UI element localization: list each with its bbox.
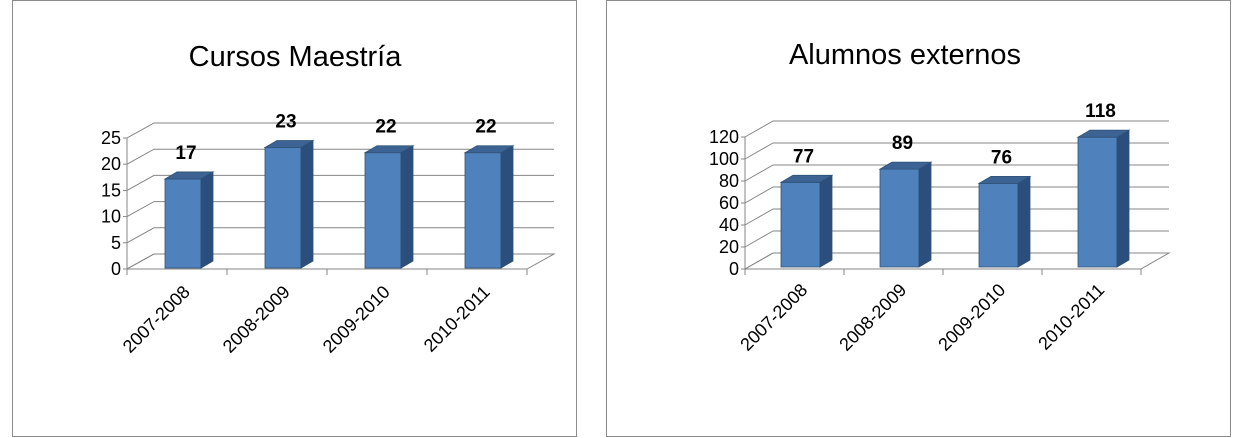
gridline [744,120,1169,138]
y-tick-label: 80 [719,171,739,191]
chart-panel-alumnos-externos: Alumnos externos 0 20 40 60 80 100 120 77 2007-2… [606,0,1231,437]
bar-side [819,174,833,268]
gridline [744,186,1169,204]
cursos-maestria-chart: Cursos Maestría 0 5 10 15 20 25 17 2007-2008 23 2… [101,41,556,357]
bar-top [363,145,415,154]
y-tick-label: 0 [111,259,121,279]
category-label: 2009-2010 [934,280,1009,355]
gridline [126,253,554,270]
gridline [126,201,554,218]
chart-title: Cursos Maestría [189,41,403,73]
y-tick-label: 20 [719,237,739,257]
gridline [744,208,1169,226]
chart-title: Alumnos externos [789,39,1021,71]
gridline [744,230,1169,248]
bar-top [263,140,315,148]
y-tick-label: 25 [101,128,121,148]
bar-2008-2009 [263,139,315,269]
bar-2007-2008 [163,171,215,269]
bar-top [779,174,834,183]
data-label: 118 [1085,101,1116,122]
data-label: 23 [275,111,296,132]
bar-2009-2010 [977,175,1032,268]
gridline [126,148,554,165]
bar-top [878,161,933,170]
gridlines [743,120,1171,270]
category-label: 2007-2008 [119,282,194,357]
bar-front [879,168,920,268]
bar-top [163,171,215,180]
gridline [126,174,554,191]
bar-2007-2008 [779,174,834,268]
bar-front [264,147,302,269]
category-label: 2007-2008 [736,280,811,355]
bar-front [364,152,402,269]
bar-top [977,175,1032,184]
data-label: 22 [475,117,496,138]
bar-front [780,181,821,268]
y-tick-label: 120 [709,127,739,147]
bar-side [1017,175,1031,268]
gridline [744,142,1169,160]
y-tick-label: 10 [101,207,121,227]
bar-top [463,145,515,154]
bar-front [464,152,502,269]
bar-side [400,145,414,269]
y-tick-label: 0 [729,259,739,279]
bar-side [1116,129,1130,268]
gridlines [125,122,556,270]
category-label: 2008-2009 [219,282,294,357]
gridline [744,252,1169,270]
category-label: 2008-2009 [835,280,910,355]
gridline [744,164,1169,182]
data-label: 17 [175,143,196,164]
y-tick-label: 5 [111,233,121,253]
bar-side [200,171,214,269]
bar-2009-2010 [363,145,415,269]
bar-front [164,178,202,269]
y-tick-label: 40 [719,215,739,235]
y-tick-label: 60 [719,193,739,213]
bar-2008-2009 [878,161,933,268]
category-label: 2010-2011 [420,282,494,356]
gridline [126,122,554,139]
bar-top [1076,129,1131,138]
bar-side [918,161,932,268]
data-label: 22 [375,117,396,138]
data-label: 77 [793,146,814,167]
y-tick-label: 15 [101,180,121,200]
bar-2010-2011 [1076,129,1131,268]
data-label: 76 [991,147,1012,168]
bar-front [1077,136,1118,268]
y-tick-label: 20 [101,154,121,174]
category-label: 2010-2011 [1034,280,1108,354]
chart-panel-cursos-maestria: Cursos Maestría 0 5 10 15 20 25 17 2007-2008 23 2… [12,0,577,437]
y-tick-label: 100 [709,149,739,169]
data-label: 89 [892,133,913,154]
bar-2010-2011 [463,145,515,269]
bar-front [978,182,1019,268]
bar-side [500,145,514,269]
gridline [126,227,554,244]
category-label: 2009-2010 [319,282,394,357]
bar-side [300,139,314,269]
